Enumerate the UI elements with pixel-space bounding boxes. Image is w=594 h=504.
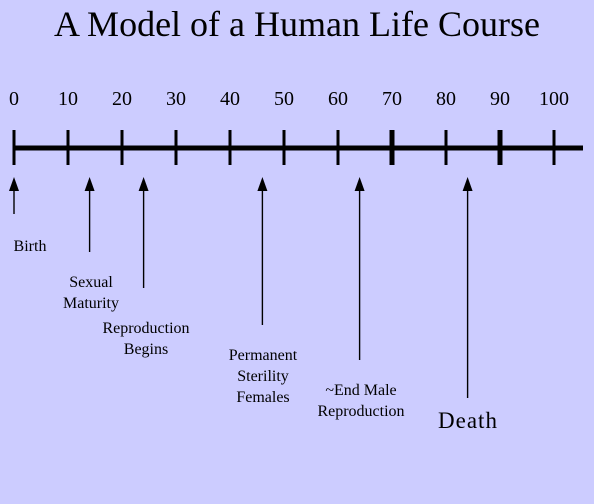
tick-label-100: 100 [539,88,569,110]
event-label-sexual-maturity: Sexual Maturity [63,274,119,312]
tick-label-10: 10 [58,88,78,110]
event-arrow-3 [257,177,268,325]
event-arrow-4 [354,177,365,360]
tick-label-70: 70 [382,88,402,110]
tick-label-30: 30 [166,88,186,110]
event-label-reproduction-begins: Reproduction Begins [102,320,190,358]
event-label-end-male-reproduction: ~End Male Reproduction [317,382,405,420]
tick-label-80: 80 [436,88,456,110]
tick-label-0: 0 [9,88,19,110]
tick-label-20: 20 [112,88,132,110]
event-label-death: Death [438,408,498,433]
event-arrow-2 [138,177,149,288]
event-arrow-5 [462,177,473,398]
event-arrow-1 [84,177,95,252]
event-arrow-0 [9,177,19,214]
tick-label-90: 90 [490,88,510,110]
event-label-permanent-sterility: Permanent Sterility Females [228,347,298,406]
tick-label-60: 60 [328,88,348,110]
tick-label-50: 50 [274,88,294,110]
event-label-birth: Birth [13,238,47,255]
tick-label-40: 40 [220,88,240,110]
diagram-title: A Model of a Human Life Course [54,4,540,44]
